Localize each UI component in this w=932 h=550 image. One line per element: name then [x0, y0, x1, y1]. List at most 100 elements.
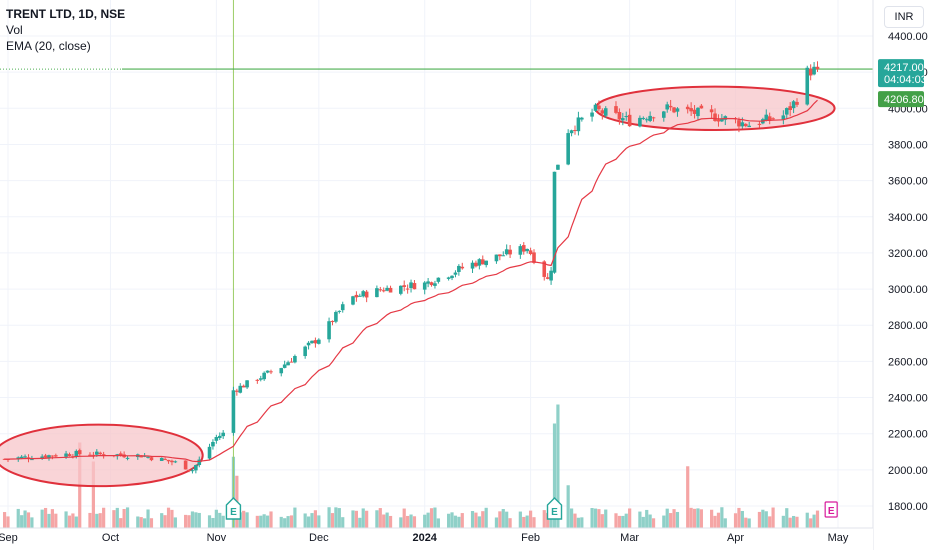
- candle-body: [808, 68, 813, 76]
- candle-body: [453, 272, 458, 275]
- candle-body: [19, 456, 24, 459]
- volume-bar: [723, 518, 727, 528]
- volume-bar: [532, 517, 536, 528]
- volume-bar: [713, 515, 717, 528]
- currency-badge[interactable]: INR: [884, 6, 924, 28]
- volume-bar: [764, 511, 768, 528]
- candle-body: [665, 104, 670, 110]
- volume-bar: [74, 516, 78, 528]
- candle-body: [170, 460, 174, 463]
- symbol-title[interactable]: TRENT LTD, 1D, NSE: [6, 7, 126, 21]
- volume-bar: [733, 513, 738, 528]
- earnings-label: E: [230, 507, 237, 518]
- candle-body: [648, 115, 652, 121]
- volume-bar: [716, 512, 721, 528]
- candle-body: [784, 108, 789, 115]
- volume-bar: [112, 510, 116, 528]
- candle-body: [402, 285, 407, 287]
- candle-body: [494, 254, 499, 262]
- volume-bar: [242, 510, 246, 528]
- candle-body: [303, 346, 307, 357]
- candle-body: [221, 432, 225, 437]
- volume-bar: [245, 512, 249, 528]
- price-tick-label: 3000.00: [888, 284, 928, 296]
- volume-bar: [20, 515, 24, 528]
- price-tick-label: 4400.00: [888, 31, 928, 43]
- candle-body: [351, 296, 355, 305]
- earnings-marker[interactable]: E: [824, 501, 838, 518]
- candle-body: [293, 356, 297, 363]
- candle-body: [354, 294, 359, 298]
- volume-bar: [617, 515, 621, 528]
- candle-body: [699, 105, 704, 109]
- volume-bar: [744, 517, 748, 528]
- candle-body: [720, 118, 724, 122]
- candle-body: [159, 457, 164, 461]
- volume-bar: [447, 513, 451, 528]
- candle-body: [289, 361, 294, 363]
- candle-body: [98, 452, 103, 454]
- candlesticks: [2, 61, 820, 474]
- volume-bar: [412, 516, 417, 528]
- volume-bar: [740, 510, 744, 528]
- volume-bar: [669, 513, 673, 528]
- earnings-marker[interactable]: E: [225, 497, 242, 520]
- candle-body: [378, 289, 383, 291]
- ema-polyline: [4, 99, 818, 463]
- time-tick-label: Nov: [207, 532, 227, 544]
- time-tick-label: Sep: [0, 532, 18, 544]
- candle-body: [197, 459, 202, 466]
- price-tick-label: 2600.00: [888, 356, 928, 368]
- volume-bar: [354, 510, 358, 528]
- ema-value-badge: [878, 91, 924, 108]
- volume-bar: [125, 507, 130, 528]
- time-tick-label: May: [828, 532, 849, 544]
- earnings-badge: [225, 497, 242, 520]
- countdown-label: 04:04:03: [884, 74, 927, 86]
- candle-body: [310, 340, 314, 344]
- volume-bar: [569, 508, 574, 528]
- earnings-label: E: [828, 506, 835, 517]
- volume-bar: [771, 507, 775, 528]
- volume-bar: [98, 513, 102, 528]
- volume-bar: [6, 516, 10, 528]
- candle-body: [422, 282, 427, 290]
- candle-body: [385, 287, 389, 291]
- volume-bar: [23, 510, 27, 528]
- volume-bar: [255, 515, 259, 528]
- time-axis[interactable]: Sep Oct Nov Dec 2024 Feb Mar Apr May: [0, 527, 873, 550]
- volume-bar: [576, 517, 581, 528]
- candle-body: [709, 109, 714, 113]
- volume-bar: [289, 515, 294, 528]
- earnings-marker[interactable]: E: [546, 497, 563, 520]
- volume-bar: [16, 508, 20, 528]
- volume-bar: [259, 515, 263, 528]
- volume-bar: [170, 509, 174, 528]
- candle-body: [166, 459, 171, 462]
- volume-indicator-label[interactable]: Vol: [6, 23, 23, 37]
- candle-body: [255, 379, 260, 381]
- candle-body: [815, 66, 820, 70]
- volume-bar: [221, 515, 225, 528]
- volume-bar: [115, 507, 119, 528]
- volume-bar: [2, 512, 7, 528]
- candle-body: [2, 458, 7, 460]
- candle-body: [327, 321, 331, 340]
- volume-bar: [47, 513, 51, 528]
- volume-bar: [522, 516, 526, 528]
- candle-body: [781, 115, 786, 120]
- volume-bar: [163, 515, 167, 528]
- volume-bar: [378, 508, 382, 528]
- candle-body: [337, 310, 342, 312]
- volume-bar: [785, 508, 789, 528]
- candle-body: [614, 106, 618, 113]
- ema-indicator-label[interactable]: EMA (20, close): [6, 39, 91, 53]
- volume-bar: [641, 516, 645, 528]
- volume-bar: [207, 515, 212, 528]
- candle-body: [696, 107, 700, 117]
- candle-body: [740, 122, 745, 127]
- volume-bar: [508, 518, 512, 528]
